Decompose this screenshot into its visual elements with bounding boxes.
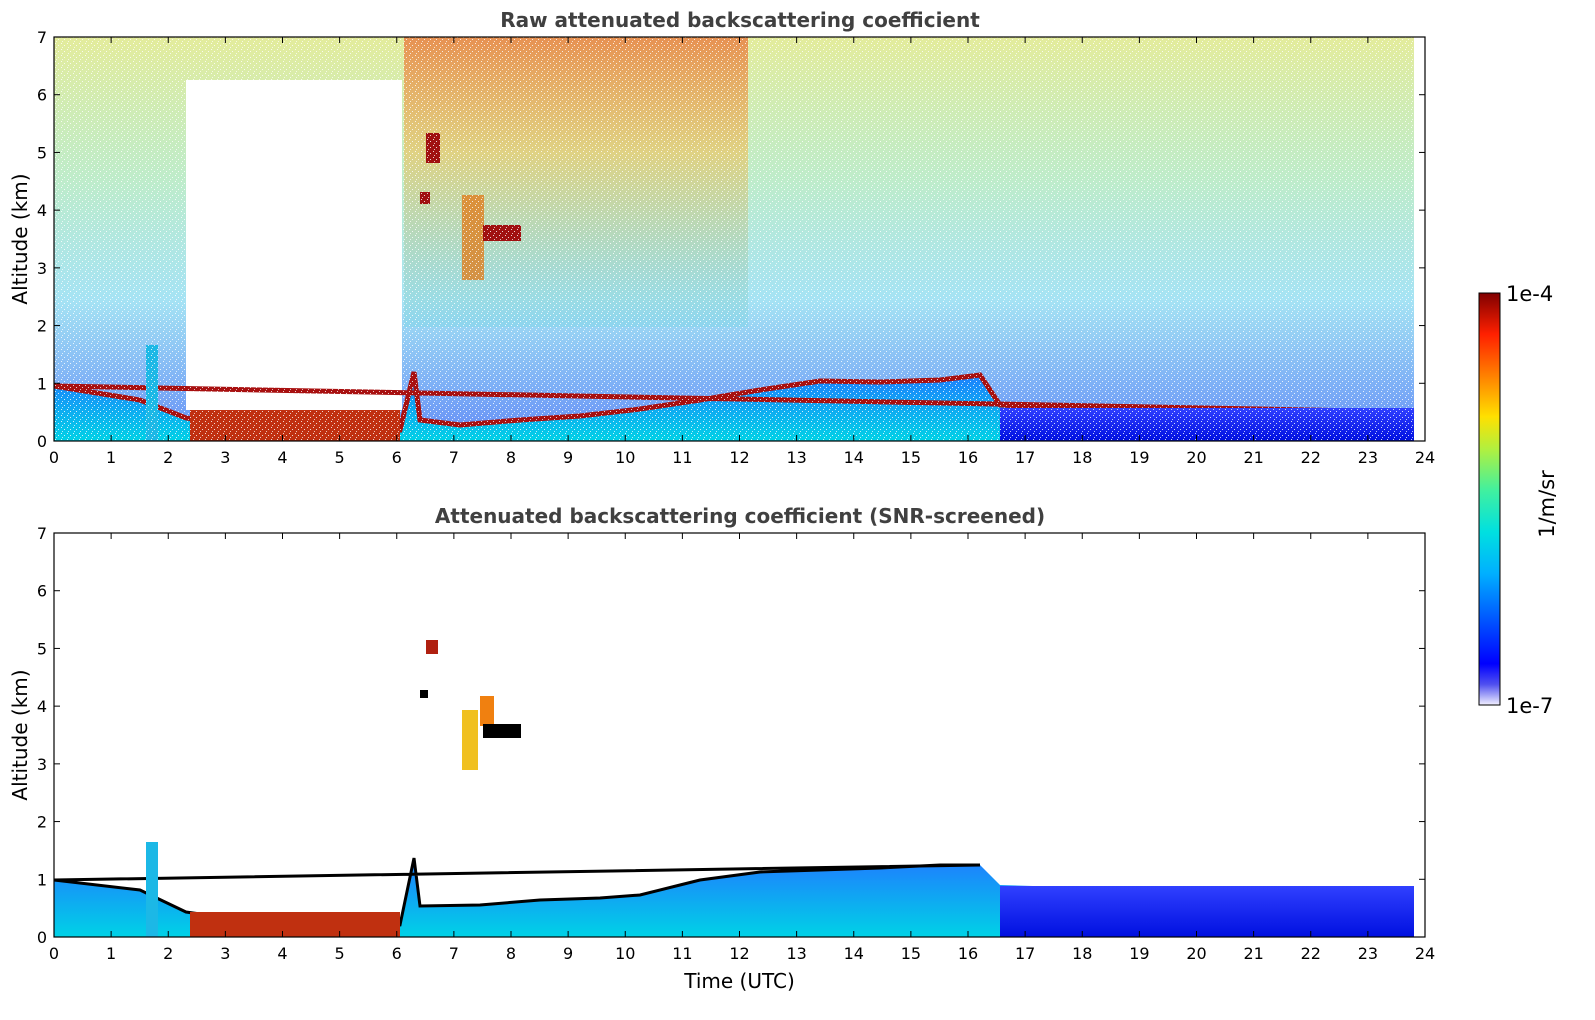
panel2-axes: 0 1 2 3 4 5 6 7 8 9 10 11 12 13 14 15 16 17 18 19 20 21 22 23 24… bbox=[8, 524, 1435, 993]
panel2-xtick-label: 2 bbox=[163, 944, 173, 963]
colorbar: 1e-4 1e-7 1/m/sr bbox=[1478, 282, 1559, 718]
panel2-xtick-label: 7 bbox=[449, 944, 459, 963]
panel2-xtick-label: 12 bbox=[729, 944, 749, 963]
panel2-xtick-label: 16 bbox=[958, 944, 978, 963]
panel1-title: Raw attenuated backscattering coefficien… bbox=[500, 8, 980, 32]
panel1-xtick-label: 4 bbox=[277, 448, 287, 467]
panel1-xtick-label: 5 bbox=[335, 448, 345, 467]
snr-screened-panel: Attenuated backscattering coefficient (S… bbox=[8, 504, 1435, 993]
panel2-ytick-label: 2 bbox=[37, 813, 47, 832]
panel2-ylabel: Altitude (km) bbox=[8, 669, 32, 800]
panel2-xtick-label: 3 bbox=[220, 944, 230, 963]
panel1-xtick-label: 21 bbox=[1243, 448, 1263, 467]
panel1-xtick-label: 0 bbox=[49, 448, 59, 467]
panel1-xtick-label: 8 bbox=[506, 448, 516, 467]
panel2-xtick-label: 0 bbox=[49, 944, 59, 963]
panel1-backscatter-field bbox=[53, 37, 1415, 441]
panel1-axes: 0 1 2 3 4 5 6 7 8 9 10 11 12 13 14 15 16 17 18 19 20 21 22 23 24… bbox=[8, 28, 1435, 467]
panel1-ytick-label: 4 bbox=[37, 201, 47, 220]
panel1-xtick-label: 7 bbox=[449, 448, 459, 467]
panel1-ytick-label: 1 bbox=[37, 374, 47, 393]
panel2-xtick-label: 11 bbox=[672, 944, 692, 963]
colorbar-max-label: 1e-4 bbox=[1506, 282, 1553, 306]
panel1-xtick-label: 10 bbox=[615, 448, 635, 467]
panel2-xtick-label: 4 bbox=[277, 944, 287, 963]
panel1-xtick-label: 6 bbox=[392, 448, 402, 467]
panel1-ylabel: Altitude (km) bbox=[8, 173, 32, 304]
panel1-ytick-label: 6 bbox=[37, 86, 47, 105]
panel2-ytick-label: 4 bbox=[37, 697, 47, 716]
panel1-ytick-label: 0 bbox=[37, 432, 47, 451]
panel2-xtick-label: 6 bbox=[392, 944, 402, 963]
panel1-xtick-label: 12 bbox=[729, 448, 749, 467]
panel2-title: Attenuated backscattering coefficient (S… bbox=[435, 504, 1045, 528]
colorbar-min-label: 1e-7 bbox=[1506, 694, 1553, 718]
panel2-xtick-label: 23 bbox=[1358, 944, 1378, 963]
panel1-xtick-label: 17 bbox=[1015, 448, 1035, 467]
panel2-ytick-label: 0 bbox=[37, 928, 47, 947]
panel1-ytick-label: 2 bbox=[37, 317, 47, 336]
colorbar-unit-label: 1/m/sr bbox=[1535, 470, 1559, 538]
panel2-xtick-label: 10 bbox=[615, 944, 635, 963]
panel1-ytick-label: 3 bbox=[37, 259, 47, 278]
panel1-xtick-label: 23 bbox=[1358, 448, 1378, 467]
panel1-xtick-label: 24 bbox=[1415, 448, 1435, 467]
panel2-xtick-label: 8 bbox=[506, 944, 516, 963]
panel2-xtick-label: 18 bbox=[1072, 944, 1092, 963]
panel2-xlabel: Time (UTC) bbox=[683, 969, 795, 993]
panel1-xtick-label: 22 bbox=[1301, 448, 1321, 467]
colorbar-gradient bbox=[1478, 292, 1501, 706]
panel1-xtick-label: 3 bbox=[220, 448, 230, 467]
panel2-ytick-label: 3 bbox=[37, 755, 47, 774]
panel2-xtick-label: 24 bbox=[1415, 944, 1435, 963]
panel1-xtick-label: 15 bbox=[901, 448, 921, 467]
panel2-ytick-label: 1 bbox=[37, 870, 47, 889]
panel1-xtick-label: 2 bbox=[163, 448, 173, 467]
panel2-xtick-label: 21 bbox=[1243, 944, 1263, 963]
panel1-xtick-label: 16 bbox=[958, 448, 978, 467]
panel2-xtick-label: 5 bbox=[335, 944, 345, 963]
panel2-xtick-label: 1 bbox=[106, 944, 116, 963]
panel1-xtick-label: 13 bbox=[786, 448, 806, 467]
panel2-xtick-label: 19 bbox=[1129, 944, 1149, 963]
panel2-xtick-label: 15 bbox=[901, 944, 921, 963]
raw-backscatter-panel: Raw attenuated backscattering coefficien… bbox=[8, 8, 1435, 467]
panel1-xtick-label: 19 bbox=[1129, 448, 1149, 467]
panel2-ytick-label: 5 bbox=[37, 639, 47, 658]
panel2-backscatter-field bbox=[53, 640, 1414, 937]
panel1-xtick-label: 11 bbox=[672, 448, 692, 467]
panel2-ytick-label: 7 bbox=[37, 524, 47, 543]
panel1-ytick-label: 5 bbox=[37, 143, 47, 162]
panel1-xtick-label: 18 bbox=[1072, 448, 1092, 467]
panel2-xtick-label: 13 bbox=[786, 944, 806, 963]
panel2-xtick-label: 9 bbox=[563, 944, 573, 963]
panel2-ytick-label: 6 bbox=[37, 582, 47, 601]
panel1-xtick-label: 14 bbox=[844, 448, 864, 467]
panel1-ytick-label: 7 bbox=[37, 28, 47, 47]
panel1-xtick-label: 1 bbox=[106, 448, 116, 467]
panel2-xtick-label: 14 bbox=[844, 944, 864, 963]
panel2-xtick-label: 22 bbox=[1301, 944, 1321, 963]
panel1-xtick-label: 20 bbox=[1186, 448, 1206, 467]
panel2-xtick-label: 20 bbox=[1186, 944, 1206, 963]
panel1-xtick-label: 9 bbox=[563, 448, 573, 467]
panel2-xtick-label: 17 bbox=[1015, 944, 1035, 963]
